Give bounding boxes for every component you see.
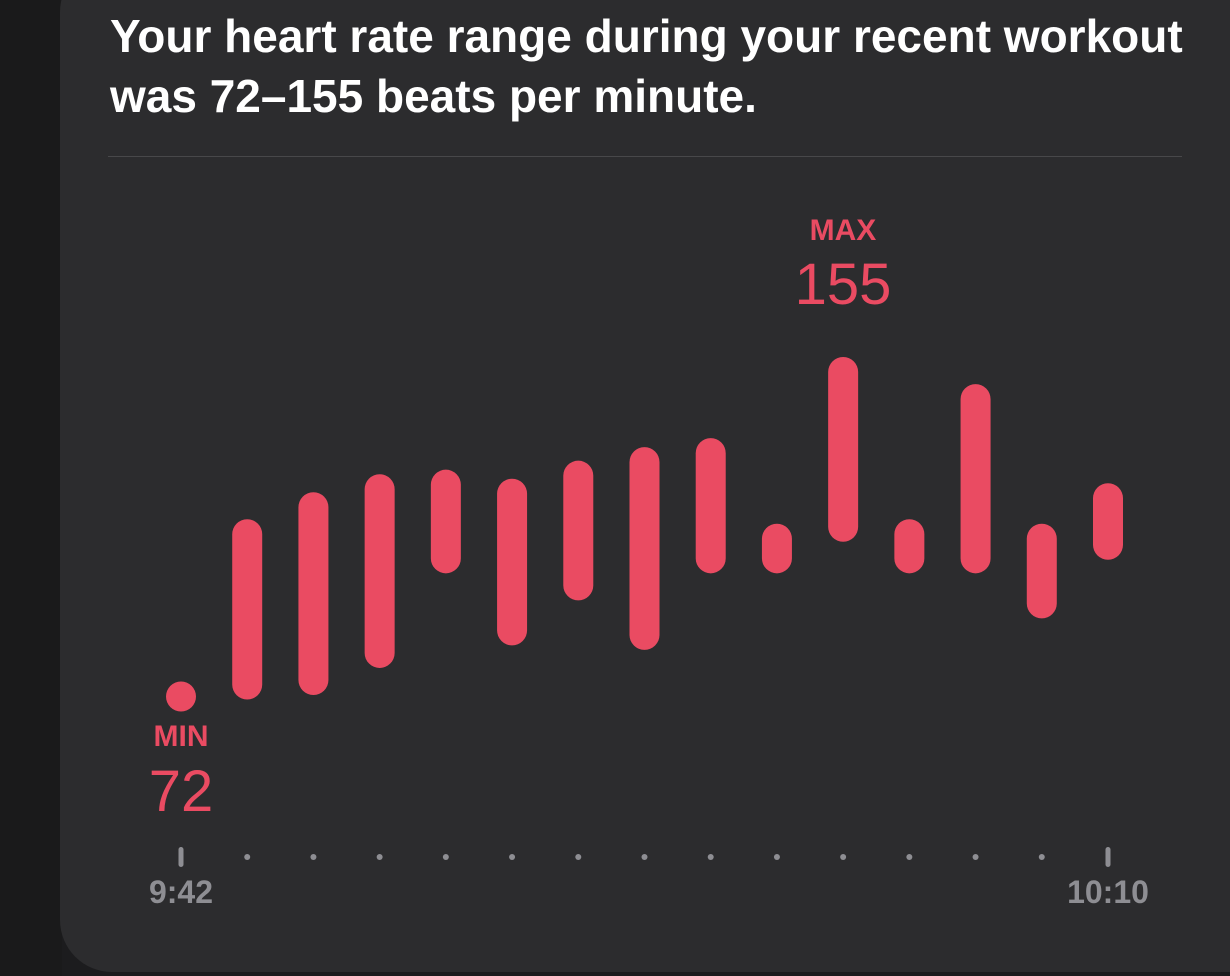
x-axis-dot [244, 854, 251, 860]
heart-rate-bar [1093, 483, 1123, 560]
x-axis-dot [376, 854, 383, 860]
heart-rate-bars [166, 357, 1123, 712]
heart-rate-bar [960, 384, 991, 574]
x-axis-dot [773, 854, 780, 860]
x-axis-dot [1038, 854, 1045, 860]
divider [108, 156, 1182, 157]
x-axis-dot [442, 854, 449, 860]
heart-rate-bar [364, 474, 395, 668]
heart-rate-bar [894, 519, 925, 574]
x-axis-dot [906, 854, 913, 860]
heart-rate-bar [828, 357, 859, 542]
x-axis-dot [575, 854, 582, 860]
heart-rate-bar [761, 523, 792, 574]
heart-rate-bar [430, 469, 461, 574]
x-axis-end-tick [178, 847, 184, 867]
x-axis-end-tick [1105, 847, 1111, 867]
heart-rate-bar [563, 460, 594, 601]
min-label: MIN [154, 720, 209, 753]
x-axis-dot [641, 854, 648, 860]
x-axis-dot [972, 854, 979, 860]
min-value: 72 [149, 759, 214, 824]
x-axis-dot [840, 854, 847, 860]
x-axis-dot [509, 854, 516, 860]
heart-rate-bar [1026, 523, 1057, 619]
x-axis-end-label: 10:10 [1067, 874, 1149, 910]
heart-rate-bar [695, 438, 726, 574]
x-axis-dot [310, 854, 317, 860]
x-axis-dot [707, 854, 714, 860]
max-value: 155 [795, 252, 892, 317]
heart-rate-bar [298, 492, 329, 695]
x-axis-ticks [178, 847, 1111, 867]
heart-rate-bar [232, 519, 263, 700]
heart-rate-bar [629, 447, 660, 650]
background-strip [0, 0, 62, 976]
x-axis-start-label: 9:42 [149, 874, 213, 910]
heart-rate-bar [166, 681, 196, 712]
heart-rate-summary: Your heart rate range during your recent… [110, 10, 1183, 122]
heart-rate-bar [497, 478, 528, 646]
max-label: MAX [810, 214, 877, 247]
